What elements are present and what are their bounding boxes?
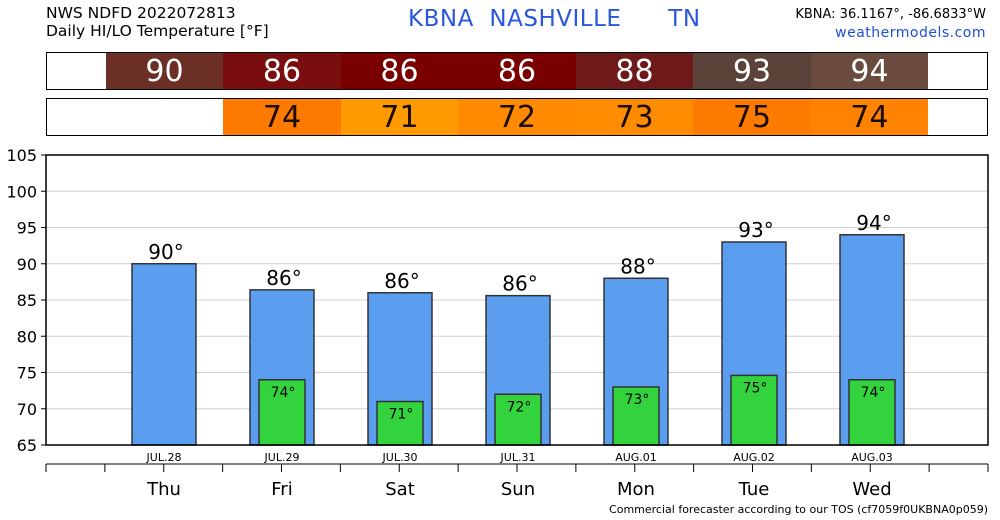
- hi-bar-label: 88°: [620, 254, 655, 278]
- hi-cell-1: 86: [223, 53, 341, 89]
- header-right: KBNA: 36.1167°, -86.6833°W weathermodels…: [795, 5, 986, 43]
- lo-cell-5: 75: [693, 99, 811, 135]
- header-left: NWS NDFD 2022072813 Daily HI/LO Temperat…: [46, 4, 269, 40]
- hi-temperature-row: 90 86 86 86 88 93 94: [46, 52, 988, 90]
- y-tick-label: 75: [17, 364, 37, 383]
- model-run-label: NWS NDFD 2022072813: [46, 4, 236, 22]
- hi-cell-0: 90: [105, 53, 224, 89]
- hi-cell-2: 86: [340, 53, 459, 89]
- date-label: AUG.02: [733, 451, 775, 464]
- lo-cell-6: 74: [810, 99, 929, 135]
- lo-bar-label: 74°: [271, 385, 296, 401]
- station-title: KBNA NASHVILLE TN: [408, 6, 701, 32]
- hi-bar-label: 86°: [266, 266, 301, 290]
- date-label: JUL.29: [264, 451, 300, 464]
- date-label: JUL.28: [146, 451, 182, 464]
- lo-bar: [848, 379, 896, 446]
- lo-cell-4: 73: [575, 99, 694, 135]
- hi-bar-label: 93°: [738, 218, 773, 242]
- day-label: Mon: [617, 479, 655, 500]
- lo-bar-label: 75°: [743, 380, 768, 396]
- y-tick-label: 85: [17, 291, 37, 310]
- day-label: Sat: [385, 479, 415, 500]
- row-edge: [928, 53, 987, 89]
- y-tick-label: 65: [17, 436, 37, 455]
- date-label: AUG.01: [615, 451, 657, 464]
- lo-cell-3: 72: [458, 99, 576, 135]
- date-label: JUL.30: [382, 451, 418, 464]
- lo-cell-1: 74: [223, 99, 341, 135]
- hi-bar: [131, 263, 197, 446]
- lo-cell-0: [106, 99, 224, 135]
- date-label: JUL.31: [500, 451, 536, 464]
- lo-bar-label: 71°: [389, 407, 414, 423]
- day-label: Sun: [501, 479, 535, 500]
- footer-note: Commercial forecaster according to our T…: [609, 503, 988, 516]
- y-tick-label: 100: [6, 182, 37, 201]
- product-label: Daily HI/LO Temperature [°F]: [46, 22, 269, 40]
- lo-bar: [258, 379, 306, 446]
- y-tick-label: 105: [6, 146, 37, 165]
- hi-bar-label: 86°: [384, 269, 419, 293]
- hi-bar-label: 94°: [856, 211, 891, 235]
- day-label: Tue: [738, 479, 770, 500]
- y-tick-label: 90: [17, 255, 37, 274]
- y-tick-label: 95: [17, 219, 37, 238]
- row-edge: [928, 99, 987, 135]
- station-coords: KBNA: 36.1167°, -86.6833°W: [795, 7, 986, 22]
- hi-bar-label: 86°: [502, 272, 537, 296]
- date-label: AUG.03: [851, 451, 893, 464]
- day-label: Fri: [271, 479, 292, 500]
- lo-bar-label: 74°: [861, 385, 886, 401]
- lo-bar-label: 73°: [625, 392, 650, 408]
- hi-bar-label: 90°: [148, 240, 183, 264]
- hi-cell-6: 94: [810, 53, 929, 89]
- hi-cell-3: 86: [458, 53, 576, 89]
- hi-cell-4: 88: [575, 53, 694, 89]
- y-tick-label: 80: [17, 327, 37, 346]
- lo-bar-label: 72°: [507, 399, 532, 415]
- lo-bar: [730, 374, 778, 446]
- row-edge: [47, 99, 106, 135]
- day-label: Wed: [852, 479, 891, 500]
- day-label: Thu: [146, 479, 181, 500]
- lo-temperature-row: 74 71 72 73 75 74: [46, 98, 988, 136]
- temperature-bar-chart: 65 70 75 80 85 90 95 100 105 90° 86° 86° 86° 88° 93° 94…: [6, 146, 989, 500]
- site-link[interactable]: weathermodels.com: [835, 25, 986, 41]
- hi-cell-5: 93: [693, 53, 811, 89]
- lo-cell-2: 71: [340, 99, 459, 135]
- plot-frame: [45, 154, 989, 446]
- row-edge: [47, 53, 106, 89]
- y-tick-label: 70: [17, 400, 37, 419]
